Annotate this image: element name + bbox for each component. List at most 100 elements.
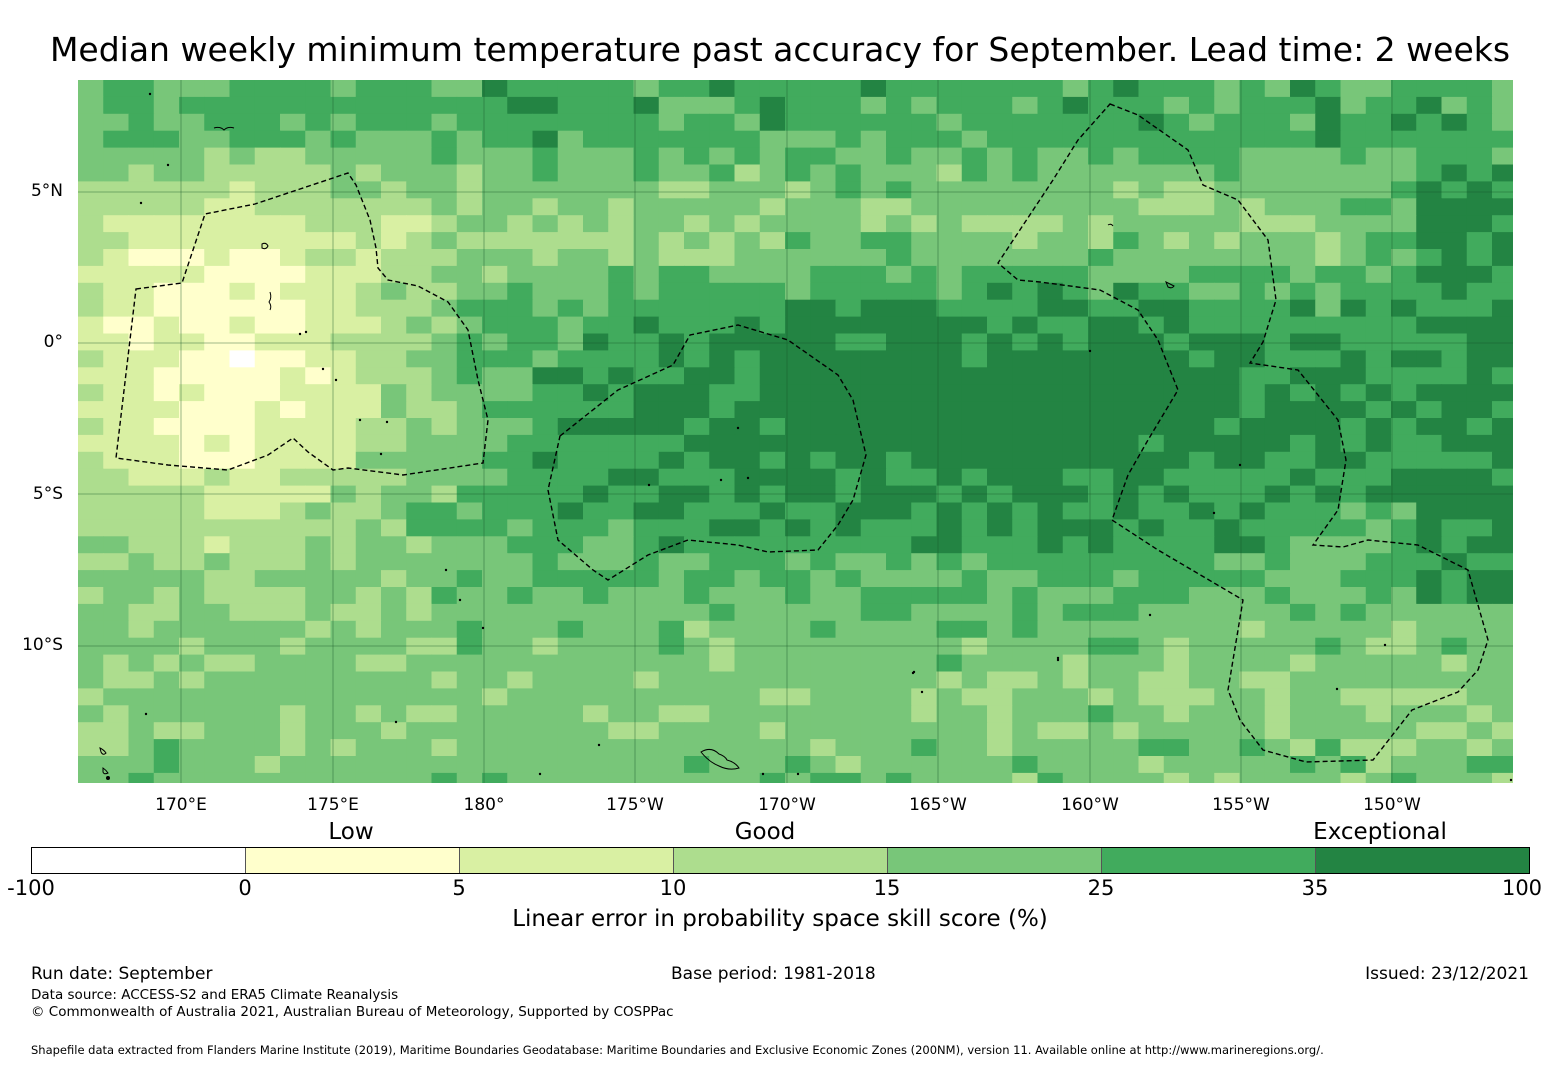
grid-cell [1416, 637, 1443, 656]
grid-cell [204, 80, 231, 98]
grid-cell [810, 384, 837, 402]
grid-cell [583, 739, 609, 757]
grid-cell [860, 249, 887, 267]
grid-cell [810, 468, 837, 487]
grid-cell [911, 316, 938, 335]
grid-cell [78, 181, 104, 199]
grid-cell [406, 401, 433, 419]
grid-cell [608, 705, 635, 723]
grid-cell [1441, 181, 1468, 199]
grid-cell [658, 603, 685, 622]
grid-cell [1088, 164, 1114, 182]
grid-cell [658, 772, 685, 783]
grid-cell [1416, 620, 1443, 639]
grid-cell [633, 434, 660, 453]
grid-cell [583, 215, 609, 233]
grid-cell [709, 620, 736, 639]
grid-cell [330, 570, 357, 588]
grid-cell [1062, 299, 1089, 318]
grid-cell [330, 722, 357, 740]
grid-cell [1062, 130, 1089, 149]
grid-cell [1264, 468, 1291, 487]
grid-cell [1239, 620, 1266, 639]
grid-cell [1012, 434, 1039, 453]
grid-cell [1088, 215, 1114, 233]
grid-cell [1088, 401, 1114, 419]
grid-cell [1315, 688, 1342, 706]
grid-cell [684, 80, 710, 98]
grid-cell [1340, 316, 1367, 335]
grid-cell [1189, 333, 1215, 351]
grid-cell [1416, 198, 1443, 216]
grid-cell [1264, 96, 1291, 115]
grid-cell [1037, 468, 1064, 487]
grid-cell [1416, 384, 1443, 402]
grid-cell [633, 249, 660, 267]
grid-cell [280, 367, 306, 385]
grid-cell [381, 620, 407, 639]
grid-cell [1189, 434, 1215, 453]
grid-cell [557, 637, 584, 656]
base-period: Base period: 1981-2018 [671, 964, 876, 984]
grid-cell [229, 587, 256, 605]
grid-cell [1290, 620, 1316, 639]
grid-cell [961, 232, 988, 250]
grid-cell [658, 282, 685, 301]
grid-cell [1365, 772, 1392, 783]
grid-cell [1391, 232, 1417, 250]
grid-cell [860, 333, 887, 351]
grid-cell [1037, 434, 1064, 453]
grid-cell [1365, 603, 1392, 622]
grid-cell [1441, 570, 1468, 588]
grid-cell [734, 350, 761, 368]
grid-cell [103, 739, 130, 757]
grid-cell [709, 553, 736, 571]
grid-cell [128, 671, 155, 689]
grid-cell [381, 181, 407, 199]
grid-cell [330, 637, 357, 656]
grid-cell [734, 553, 761, 571]
grid-cell [1365, 249, 1392, 267]
grid-cell [1214, 265, 1241, 284]
grid-cell [734, 587, 761, 605]
grid-cell [633, 451, 660, 470]
grid-cell [1138, 96, 1165, 115]
grid-cell [759, 468, 786, 487]
grid-cell [229, 756, 256, 774]
grid-cell [860, 502, 887, 520]
grid-cell [734, 299, 761, 318]
grid-cell [1492, 249, 1513, 267]
eez-boundaries [115, 103, 1489, 763]
grid-cell [406, 215, 433, 233]
grid-cell [305, 147, 332, 166]
grid-cell [305, 705, 332, 723]
grid-cell [1340, 587, 1367, 605]
grid-cell [355, 620, 382, 639]
grid-cell [532, 401, 559, 419]
grid-cell [1037, 147, 1064, 166]
grid-cell [810, 164, 837, 182]
grid-cell [684, 502, 710, 520]
grid-cell [658, 418, 685, 436]
grid-cell [355, 772, 382, 783]
grid-cell [1138, 418, 1165, 436]
grid-cell [1239, 722, 1266, 740]
grid-cell [1441, 654, 1468, 673]
grid-cell [1315, 232, 1342, 250]
grid-cell [911, 384, 938, 402]
grid-cell [78, 333, 104, 351]
grid-cell [1340, 756, 1367, 774]
grid-cell [684, 519, 710, 537]
grid-cell [557, 113, 584, 132]
grid-cell [961, 367, 988, 385]
grid-cell [684, 756, 710, 774]
grid-cell [835, 147, 862, 166]
grid-cell [1163, 350, 1190, 368]
grid-cell [1416, 434, 1443, 453]
grid-cell [229, 249, 256, 267]
grid-cell [1416, 519, 1443, 537]
grid-cell [482, 654, 508, 673]
grid-cell [204, 181, 231, 199]
grid-cell [482, 96, 508, 115]
grid-cell [305, 367, 332, 385]
